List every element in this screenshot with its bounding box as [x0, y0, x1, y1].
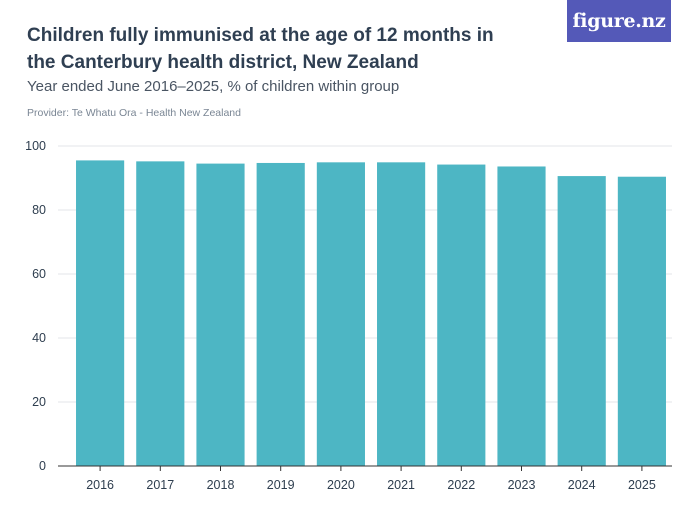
- bar-2021: [377, 162, 426, 466]
- bar-2017: [136, 161, 185, 467]
- chart-title: Children fully immunised at the age of 1…: [27, 25, 494, 73]
- y-tick-label: 40: [32, 331, 46, 345]
- x-tick-label: 2016: [86, 478, 114, 492]
- bar-2025: [617, 176, 666, 466]
- bar-2018: [196, 163, 245, 466]
- y-tick-label: 0: [39, 459, 46, 473]
- x-tick-label: 2025: [628, 478, 656, 492]
- bar-2023: [497, 166, 546, 467]
- bar-2019: [256, 162, 305, 466]
- bar-2024: [557, 176, 606, 466]
- x-tick-label: 2019: [267, 478, 295, 492]
- y-tick-label: 20: [32, 395, 46, 409]
- x-tick-label: 2022: [447, 478, 475, 492]
- x-tick-label: 2018: [207, 478, 235, 492]
- data-provider: Provider: Te Whatu Ora - Health New Zeal…: [27, 107, 241, 119]
- y-tick-label: 80: [32, 203, 46, 217]
- y-tick-label: 60: [32, 267, 46, 281]
- chart-subtitle: Year ended June 2016–2025, % of children…: [27, 78, 400, 95]
- bar-2022: [437, 164, 486, 466]
- x-tick-label: 2020: [327, 478, 355, 492]
- bar-2016: [76, 160, 125, 466]
- x-tick-label: 2023: [508, 478, 536, 492]
- x-tick-label: 2024: [568, 478, 596, 492]
- bar-2020: [316, 162, 365, 466]
- x-tick-label: 2021: [387, 478, 415, 492]
- x-tick-label: 2017: [146, 478, 174, 492]
- y-tick-label: 100: [25, 139, 46, 153]
- figure-nz-logo[interactable]: figure.nz: [567, 0, 671, 42]
